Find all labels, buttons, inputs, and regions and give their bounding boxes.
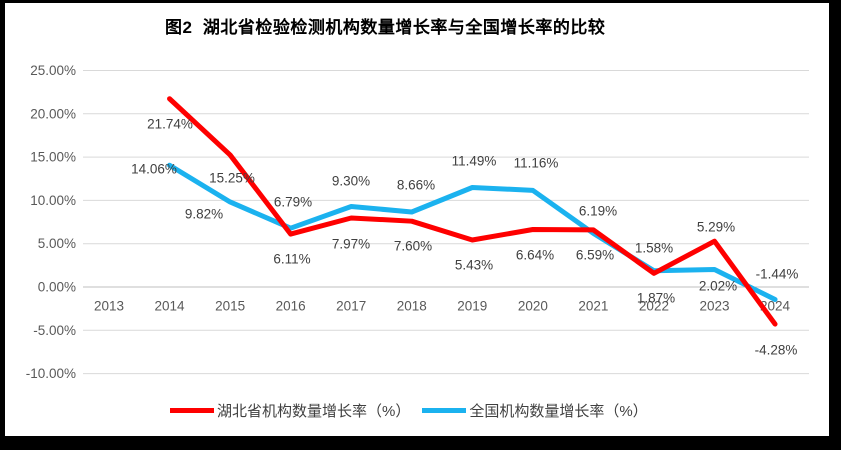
x-axis-tick-label: 2014 xyxy=(155,299,186,314)
legend-item-hubei: 湖北省机构数量增长率（%） xyxy=(170,400,410,421)
hubei-growth-line xyxy=(167,96,778,327)
national-data-label: 14.06% xyxy=(131,162,177,177)
legend-item-national: 全国机构数量增长率（%） xyxy=(422,400,648,421)
x-axis-tick-label: 2022 xyxy=(639,299,669,314)
national-data-label: 2.02% xyxy=(699,279,737,294)
hubei-data-label: 7.97% xyxy=(332,237,370,252)
national-data-label: 1.87% xyxy=(637,291,675,306)
y-axis-tick-label: 0.00% xyxy=(38,280,76,295)
x-axis-tick-label: 2013 xyxy=(94,299,124,314)
hubei-data-label: 5.29% xyxy=(697,220,735,235)
hubei-data-label: 7.60% xyxy=(394,239,432,254)
national-data-label: 8.66% xyxy=(397,178,435,193)
y-axis-tick-label: 10.00% xyxy=(30,193,76,208)
chart-title: 图2 湖北省检验检测机构数量增长率与全国增长率的比较 xyxy=(165,18,606,37)
hubei-data-label: -4.28% xyxy=(755,343,798,358)
national-data-label: 9.82% xyxy=(185,207,223,222)
x-axis-tick-label: 2016 xyxy=(276,299,306,314)
national-data-label: 6.79% xyxy=(274,195,312,210)
hubei-data-label: 6.64% xyxy=(516,248,554,263)
y-axis-tick-label: -5.00% xyxy=(33,323,76,338)
legend-label: 全国机构数量增长率（%） xyxy=(469,403,648,420)
y-axis-tick-label: -10.00% xyxy=(26,366,76,381)
hubei-data-label: 1.58% xyxy=(635,241,673,256)
y-axis-tick-label: 20.00% xyxy=(30,106,76,121)
national-data-label: -1.44% xyxy=(756,267,799,282)
national-data-label: 9.30% xyxy=(332,174,370,189)
x-axis-tick-label: 2021 xyxy=(578,299,608,314)
legend: 湖北省机构数量增长率（%） 全国机构数量增长率（%） xyxy=(170,400,648,421)
chart-canvas: 25.00% 20.00% 15.00% 10.00% 5.00% 0.00% -5.00%… xyxy=(5,3,829,436)
hubei-data-label: 5.43% xyxy=(455,258,493,273)
hubei-data-label: 21.74% xyxy=(147,117,193,132)
national-data-label: 11.49% xyxy=(452,154,497,169)
national-data-label: 6.19% xyxy=(579,204,617,219)
y-axis-tick-label: 15.00% xyxy=(30,150,76,165)
legend-label: 湖北省机构数量增长率（%） xyxy=(217,403,411,420)
hubei-data-label: 6.59% xyxy=(576,248,614,263)
line-chart: 25.00% 20.00% 15.00% 10.00% 5.00% 0.00% -5.00%… xyxy=(26,63,809,381)
national-growth-line xyxy=(167,162,778,302)
hubei-data-label: 15.25% xyxy=(209,171,255,186)
legend-line-swatch xyxy=(170,408,214,413)
x-axis-tick-label: 2020 xyxy=(518,299,548,314)
x-axis-tick-label: 2015 xyxy=(215,299,245,314)
y-axis-tick-label: 25.00% xyxy=(30,63,76,78)
x-axis-tick-label: 2019 xyxy=(457,299,487,314)
national-data-label: 11.16% xyxy=(514,156,559,171)
y-axis-tick-label: 5.00% xyxy=(38,236,76,251)
legend-line-swatch xyxy=(422,408,467,413)
x-axis-tick-label: 2023 xyxy=(699,299,729,314)
x-axis-tick-label: 2017 xyxy=(336,299,366,314)
hubei-data-label: 6.11% xyxy=(273,252,310,267)
x-axis-tick-label: 2018 xyxy=(397,299,427,314)
